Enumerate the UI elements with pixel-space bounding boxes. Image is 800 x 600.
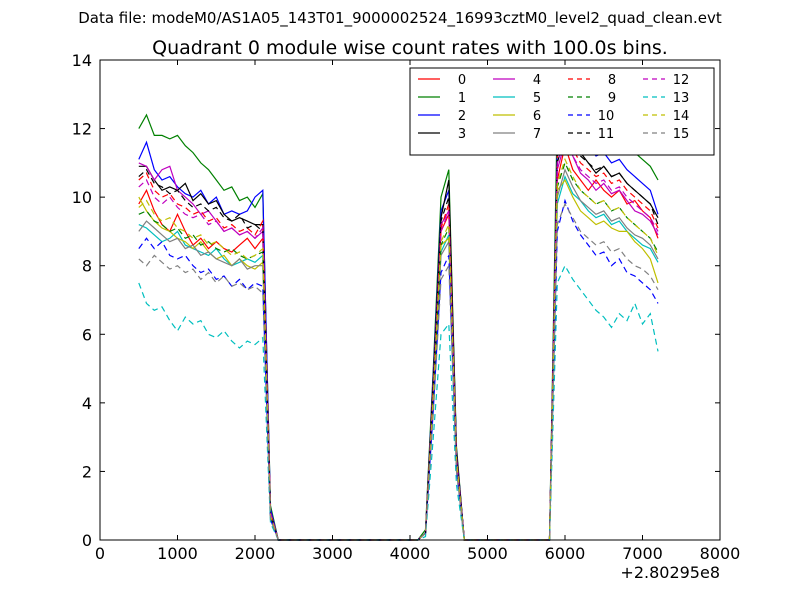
- legend-label: 1: [458, 91, 466, 106]
- x-tick-label: 6000: [545, 544, 586, 563]
- y-tick-label: 2: [82, 462, 92, 481]
- legend-label: 7: [533, 127, 541, 142]
- x-tick-label: 2000: [235, 544, 276, 563]
- legend-label: 2: [458, 109, 466, 124]
- legend-box: [409, 67, 715, 156]
- x-axis-offset-label: +2.80295e8: [620, 563, 720, 582]
- x-tick-label: 5000: [467, 544, 508, 563]
- data-file-suptitle: Data file: modeM0/AS1A05_143T01_90000025…: [78, 9, 722, 28]
- legend-label: 9: [608, 91, 616, 106]
- axis-ticks: 0 1000 2000 3000 4000 5000 6000 7000 80000246810…: [72, 51, 741, 563]
- x-tick-label: 8000: [700, 544, 741, 563]
- legend-label: 10: [598, 109, 615, 124]
- legend-label: 15: [673, 127, 690, 142]
- legend-label: 14: [673, 109, 690, 124]
- y-tick-label: 0: [82, 531, 92, 550]
- y-tick-label: 10: [72, 188, 92, 207]
- legend-label: 8: [608, 73, 616, 88]
- x-tick-label: 3000: [312, 544, 353, 563]
- x-tick-label: 7000: [622, 544, 663, 563]
- x-tick-label: 4000: [390, 544, 431, 563]
- legend-label: 5: [533, 91, 541, 106]
- legend-label: 6: [533, 109, 541, 124]
- legend-label: 0: [458, 73, 466, 88]
- x-tick-label: 0: [95, 544, 105, 563]
- chart-title: Quadrant 0 module wise count rates with …: [152, 37, 668, 59]
- legend-label: 13: [673, 91, 690, 106]
- y-tick-label: 14: [72, 51, 92, 70]
- y-tick-label: 4: [82, 394, 92, 413]
- legend-label: 3: [458, 127, 466, 142]
- legend-label: 12: [673, 73, 690, 88]
- y-tick-label: 12: [72, 120, 92, 139]
- legend-label: 4: [533, 73, 541, 88]
- y-tick-label: 8: [82, 257, 92, 276]
- legend-label: 11: [598, 127, 615, 142]
- y-tick-label: 6: [82, 325, 92, 344]
- x-tick-label: 1000: [157, 544, 198, 563]
